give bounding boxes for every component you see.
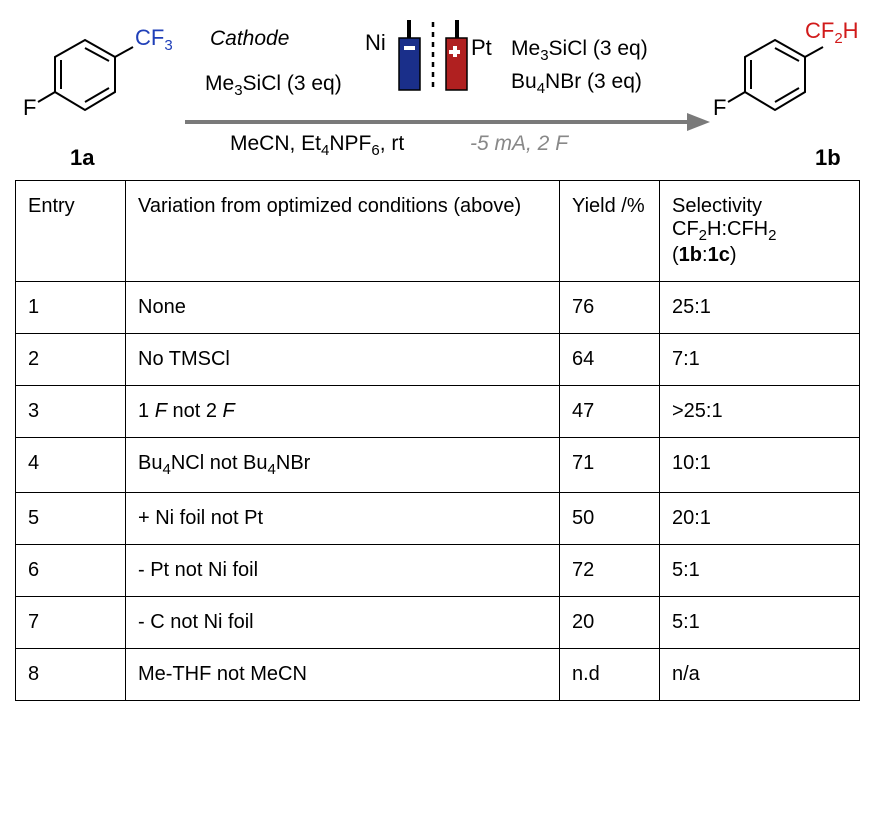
cell-entry: 7	[16, 597, 126, 649]
cell-selectivity: n/a	[660, 649, 860, 701]
header-entry: Entry	[16, 181, 126, 282]
cell-entry: 1	[16, 282, 126, 334]
pt-electrode: Pt	[446, 20, 492, 90]
table-row: 7- C not Ni foil205:1	[16, 597, 860, 649]
f-right-label: F	[713, 95, 726, 120]
table-row: 2No TMSCl647:1	[16, 334, 860, 386]
cell-selectivity: 5:1	[660, 545, 860, 597]
bu4nbr: Bu4NBr (3 eq)	[511, 70, 642, 97]
cell-variation: 1 F not 2 F	[126, 386, 560, 438]
cell-yield: 76	[560, 282, 660, 334]
cell-yield: 64	[560, 334, 660, 386]
cell-variation: Me-THF not MeCN	[126, 649, 560, 701]
cell-entry: 6	[16, 545, 126, 597]
svg-text:Pt: Pt	[471, 35, 492, 60]
current-label: -5 mA, 2 F	[470, 132, 569, 155]
table-row: 6- Pt not Ni foil725:1	[16, 545, 860, 597]
table-row: 4Bu4NCl not Bu4NBr7110:1	[16, 438, 860, 493]
reaction-arrow	[185, 113, 710, 131]
product: CF2H F 1b	[713, 18, 859, 170]
cell-entry: 2	[16, 334, 126, 386]
cell-yield: 72	[560, 545, 660, 597]
cell-variation: - Pt not Ni foil	[126, 545, 560, 597]
cell-selectivity: >25:1	[660, 386, 860, 438]
cell-yield: 50	[560, 493, 660, 545]
cell-variation: - C not Ni foil	[126, 597, 560, 649]
cell-entry: 4	[16, 438, 126, 493]
cathode-label: Cathode	[210, 27, 289, 50]
tmscl-left: Me3SiCl (3 eq)	[205, 72, 342, 99]
cell-yield: 20	[560, 597, 660, 649]
table-row: 31 F not 2 F47>25:1	[16, 386, 860, 438]
cell-selectivity: 10:1	[660, 438, 860, 493]
cell-variation: No TMSCl	[126, 334, 560, 386]
table-row: 1None7625:1	[16, 282, 860, 334]
cf3-label: CF3	[135, 25, 173, 54]
table-row: 5+ Ni foil not Pt5020:1	[16, 493, 860, 545]
cell-selectivity: 25:1	[660, 282, 860, 334]
cell-selectivity: 20:1	[660, 493, 860, 545]
optimization-table: Entry Variation from optimized condition…	[15, 180, 860, 701]
svg-text:Ni: Ni	[365, 30, 386, 55]
cell-entry: 3	[16, 386, 126, 438]
cell-variation: + Ni foil not Pt	[126, 493, 560, 545]
compound-1a: 1a	[70, 145, 95, 170]
cell-yield: 47	[560, 386, 660, 438]
starting-material: CF3 F 1a	[23, 25, 173, 170]
cell-selectivity: 5:1	[660, 597, 860, 649]
header-variation: Variation from optimized conditions (abo…	[126, 181, 560, 282]
table-row: 8Me-THF not MeCNn.dn/a	[16, 649, 860, 701]
f-left-label: F	[23, 95, 36, 120]
header-yield: Yield /%	[560, 181, 660, 282]
ni-electrode: Ni	[365, 20, 420, 90]
cell-yield: 71	[560, 438, 660, 493]
cell-yield: n.d	[560, 649, 660, 701]
cell-entry: 5	[16, 493, 126, 545]
cf2h-label: CF2H	[805, 18, 859, 47]
cell-entry: 8	[16, 649, 126, 701]
cell-selectivity: 7:1	[660, 334, 860, 386]
tmscl-right: Me3SiCl (3 eq)	[511, 37, 648, 64]
cell-variation: None	[126, 282, 560, 334]
compound-1b: 1b	[815, 145, 841, 170]
header-selectivity: Selectivity CF2H:CFH2 (1b:1c)	[660, 181, 860, 282]
reaction-scheme: CF3 F 1a Cathode Me3SiCl (3 eq) Ni	[15, 10, 860, 175]
solvent-line: MeCN, Et4NPF6, rt	[230, 132, 404, 159]
cell-variation: Bu4NCl not Bu4NBr	[126, 438, 560, 493]
